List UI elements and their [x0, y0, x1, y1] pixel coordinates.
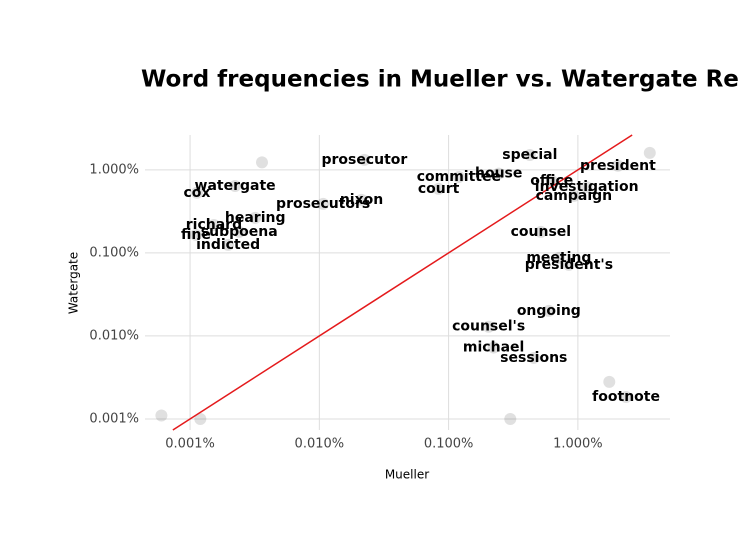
- point: [233, 225, 246, 238]
- x-tick-label: 0.010%: [295, 437, 345, 452]
- identity-line: [172, 134, 633, 431]
- point: [580, 181, 593, 194]
- point: [317, 197, 330, 210]
- word-label: campaign: [536, 188, 613, 204]
- word-label: court: [418, 181, 460, 197]
- point: [620, 390, 633, 403]
- point: [643, 146, 656, 159]
- word-label: committee: [417, 169, 501, 185]
- word-label: hearing: [225, 210, 286, 226]
- word-label: counsel: [511, 224, 571, 240]
- word-label: watergate: [195, 178, 276, 194]
- point: [504, 412, 517, 425]
- word-label: meeting: [526, 250, 591, 266]
- point: [562, 258, 575, 271]
- word-label: sessions: [500, 350, 567, 366]
- chart-title: Word frequencies in Mueller vs. Watergat…: [141, 67, 739, 93]
- word-label: special: [502, 147, 557, 163]
- word-label: footnote: [592, 389, 660, 405]
- word-label: michael: [463, 340, 524, 356]
- word-label: house: [475, 166, 522, 182]
- point: [552, 251, 565, 264]
- point: [432, 182, 445, 195]
- point: [492, 167, 505, 180]
- x-tick-label: 0.001%: [165, 437, 215, 452]
- point: [194, 412, 207, 425]
- point: [611, 159, 624, 172]
- y-tick-label: 0.010%: [89, 328, 139, 343]
- word-label: nixon: [340, 192, 383, 208]
- point: [452, 171, 465, 184]
- point: [534, 225, 547, 238]
- word-label: office: [530, 173, 573, 189]
- x-axis-label: Mueller: [385, 468, 429, 482]
- word-label: president: [580, 158, 656, 174]
- word-label: ongoing: [517, 303, 581, 319]
- y-tick-label: 0.100%: [89, 245, 139, 260]
- point: [542, 304, 555, 317]
- point: [189, 228, 202, 241]
- point: [527, 351, 540, 364]
- point: [229, 179, 242, 192]
- point: [255, 156, 268, 169]
- word-label: subpoena: [201, 224, 278, 240]
- word-label: president's: [525, 257, 613, 273]
- word-label: cox: [183, 185, 210, 201]
- point: [190, 186, 203, 199]
- y-tick-label: 1.000%: [89, 162, 139, 177]
- point: [222, 238, 235, 251]
- point: [207, 218, 220, 231]
- x-tick-label: 1.000%: [553, 437, 603, 452]
- word-label: prosecutors: [276, 196, 370, 212]
- x-tick-label: 0.100%: [424, 437, 474, 452]
- point: [523, 149, 536, 162]
- word-label: indicted: [196, 237, 260, 253]
- word-label: investigation: [535, 179, 639, 195]
- point: [358, 153, 371, 166]
- point: [249, 211, 262, 224]
- point: [567, 189, 580, 202]
- point: [355, 193, 368, 206]
- point: [482, 320, 495, 333]
- point: [155, 409, 168, 422]
- point: [487, 341, 500, 354]
- y-axis-label: Watergate: [67, 252, 81, 314]
- word-label: richard: [186, 217, 242, 233]
- word-label: fine: [181, 227, 211, 243]
- word-label: prosecutor: [321, 152, 407, 168]
- word-label: counsel's: [452, 319, 525, 335]
- point: [603, 375, 616, 388]
- y-tick-label: 0.001%: [89, 411, 139, 426]
